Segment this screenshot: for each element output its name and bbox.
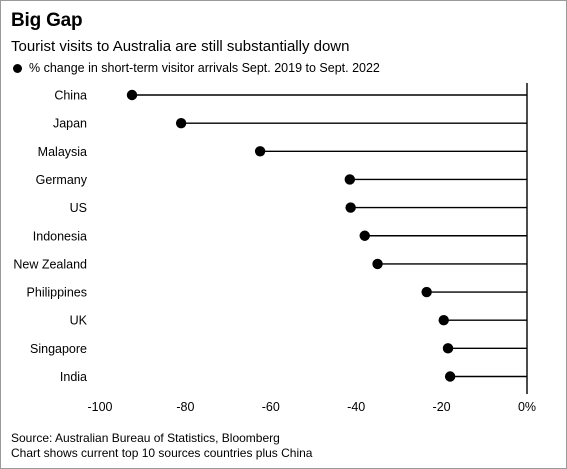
x-tick-label: -80 — [176, 400, 194, 414]
data-point — [372, 258, 383, 270]
chart-subtitle: Tourist visits to Australia are still su… — [11, 38, 350, 55]
data-point — [421, 286, 432, 298]
category-label: India — [60, 370, 87, 384]
category-label: UK — [70, 314, 88, 328]
data-point — [444, 371, 456, 382]
chart-legend: % change in short-term visitor arrivals … — [13, 61, 380, 75]
category-label: Indonesia — [33, 229, 87, 243]
category-label: Malaysia — [38, 145, 87, 159]
data-point — [344, 174, 355, 185]
legend-marker-icon — [13, 63, 22, 73]
data-point — [442, 343, 454, 354]
data-point — [345, 202, 356, 213]
category-label: New Zealand — [13, 257, 87, 271]
chart-title: Big Gap — [11, 10, 83, 31]
x-tick-label: 0% — [518, 400, 536, 414]
chart-note: Chart shows current top 10 sources count… — [11, 446, 313, 460]
data-point — [438, 315, 449, 326]
x-tick-label: -40 — [347, 400, 365, 414]
data-point — [175, 117, 187, 129]
data-point — [126, 89, 138, 101]
category-label: Singapore — [30, 342, 87, 356]
x-tick-label: -60 — [262, 400, 280, 414]
category-label: Philippines — [27, 286, 87, 300]
category-label: Japan — [53, 117, 87, 131]
x-tick-label: -20 — [433, 400, 451, 414]
source-note: Source: Australian Bureau of Statistics,… — [11, 431, 280, 445]
data-point — [359, 230, 370, 241]
legend-label: % change in short-term visitor arrivals … — [29, 61, 380, 75]
category-label: Germany — [36, 173, 88, 187]
x-tick-label: -100 — [87, 400, 112, 414]
category-label: US — [70, 201, 87, 215]
category-label: China — [54, 89, 87, 103]
data-point — [254, 146, 266, 157]
